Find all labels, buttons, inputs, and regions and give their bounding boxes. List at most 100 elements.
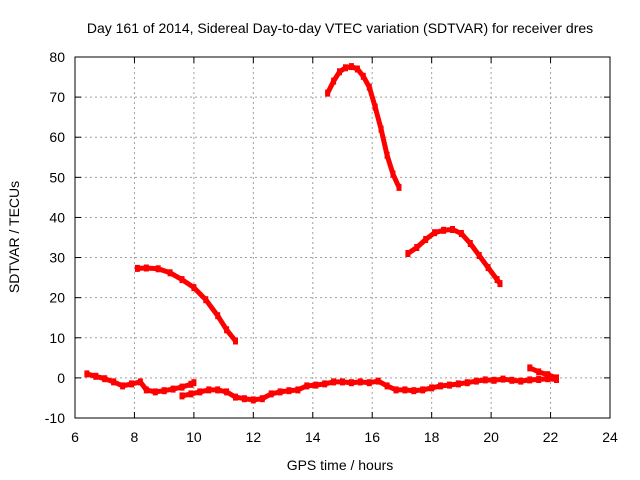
data-point xyxy=(527,376,532,383)
data-point xyxy=(420,386,425,393)
x-tick-label: 18 xyxy=(424,429,440,445)
data-point xyxy=(278,388,283,395)
data-point xyxy=(414,244,419,251)
data-point xyxy=(287,387,292,394)
data-point xyxy=(144,386,149,393)
data-point xyxy=(203,296,208,303)
data-point xyxy=(206,386,211,393)
data-point xyxy=(337,68,342,75)
y-tick-label: 0 xyxy=(57,370,65,386)
data-point xyxy=(135,265,140,272)
data-point xyxy=(468,240,473,247)
data-point xyxy=(144,265,149,272)
sdtvar-chart: Day 161 of 2014, Sidereal Day-to-day VTE… xyxy=(0,0,640,480)
data-point xyxy=(325,90,330,97)
y-axis-label: SDTVAR / TECUs xyxy=(6,181,22,293)
data-point xyxy=(391,171,396,178)
data-point xyxy=(536,368,541,375)
data-point xyxy=(367,84,372,91)
data-point xyxy=(518,378,523,385)
y-tick-label: 30 xyxy=(49,250,65,266)
series-arc-low-3 xyxy=(530,368,557,378)
data-point xyxy=(242,395,247,402)
data-point xyxy=(93,373,98,380)
data-point xyxy=(138,378,143,385)
data-point xyxy=(376,378,381,385)
data-point xyxy=(153,388,158,395)
data-point xyxy=(331,378,336,385)
data-point xyxy=(331,78,336,85)
data-point xyxy=(120,382,125,389)
data-point xyxy=(486,264,491,271)
data-point xyxy=(554,374,559,381)
data-point xyxy=(188,390,193,397)
data-point xyxy=(498,280,503,287)
data-point xyxy=(349,63,354,70)
x-tick-label: 20 xyxy=(483,429,499,445)
grid xyxy=(75,57,610,418)
data-point xyxy=(102,375,107,382)
data-point xyxy=(355,66,360,73)
data-point xyxy=(191,284,196,291)
data-point xyxy=(527,364,532,371)
data-point xyxy=(536,376,541,383)
data-point xyxy=(501,376,506,383)
data-point xyxy=(180,276,185,283)
data-point xyxy=(233,394,238,401)
x-tick-label: 6 xyxy=(71,429,79,445)
data-point xyxy=(509,377,514,384)
data-point xyxy=(349,379,354,386)
x-axis-label: GPS time / hours xyxy=(287,457,394,473)
x-tick-label: 16 xyxy=(364,429,380,445)
data-point xyxy=(456,380,461,387)
y-tick-label: 10 xyxy=(49,330,65,346)
data-point xyxy=(251,396,256,403)
data-point xyxy=(411,387,416,394)
y-tick-label: 70 xyxy=(49,89,65,105)
x-tick-label: 8 xyxy=(131,429,139,445)
data-point xyxy=(191,379,196,386)
data-point xyxy=(361,73,366,80)
data-point xyxy=(162,387,167,394)
data-point xyxy=(432,229,437,236)
data-point xyxy=(373,104,378,111)
data-point xyxy=(545,371,550,378)
data-point xyxy=(111,378,116,385)
data-point xyxy=(465,379,470,386)
data-point xyxy=(168,269,173,276)
data-point xyxy=(385,382,390,389)
data-point xyxy=(215,312,220,319)
data-point xyxy=(402,386,407,393)
data-point xyxy=(474,378,479,385)
data-point xyxy=(459,230,464,237)
data-point xyxy=(129,380,134,387)
data-point xyxy=(84,370,89,377)
y-tick-label: 80 xyxy=(49,49,65,65)
data-point xyxy=(180,392,185,399)
data-point xyxy=(405,250,410,257)
data-point xyxy=(441,227,446,234)
data-point xyxy=(171,386,176,393)
y-tick-label: 40 xyxy=(49,209,65,225)
data-point xyxy=(358,378,363,385)
data-point xyxy=(379,126,384,133)
y-tick-label: 50 xyxy=(49,169,65,185)
data-point xyxy=(340,378,345,385)
data-point xyxy=(450,226,455,233)
series-arc-peak xyxy=(328,67,399,188)
y-tick-label: 20 xyxy=(49,290,65,306)
data-point xyxy=(260,395,265,402)
x-tick-label: 14 xyxy=(305,429,321,445)
data-point xyxy=(304,382,309,389)
data-point xyxy=(447,382,452,389)
data-point xyxy=(438,382,443,389)
data-point xyxy=(429,384,434,391)
series-arc-evening xyxy=(408,230,500,284)
data-point xyxy=(156,265,161,272)
data-point xyxy=(197,388,202,395)
data-point xyxy=(492,377,497,384)
data-point xyxy=(477,252,482,259)
data-point xyxy=(269,390,274,397)
data-point xyxy=(295,386,300,393)
data-point xyxy=(483,376,488,383)
